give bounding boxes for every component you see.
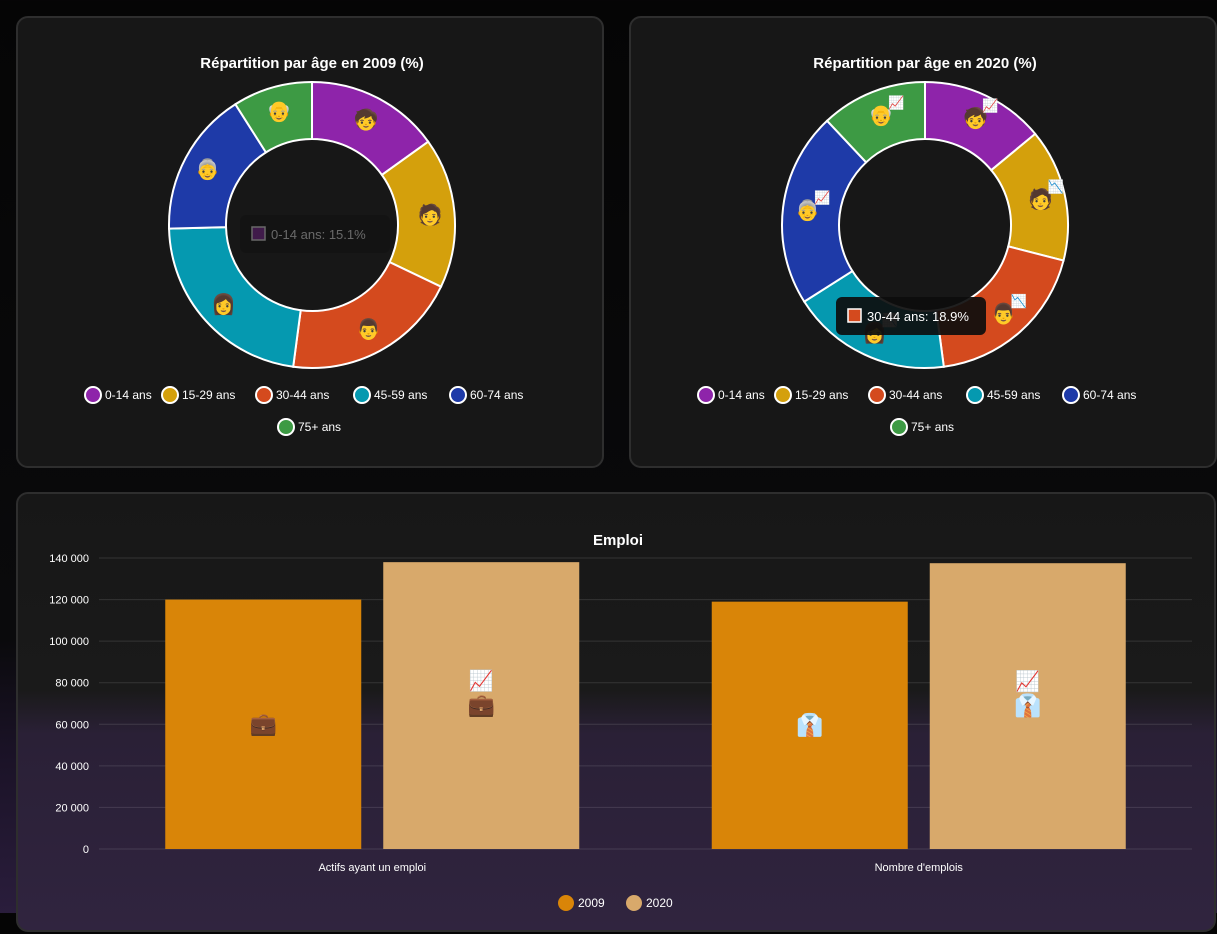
legend-item-15-29-ans[interactable]: 15-29 ans — [161, 386, 235, 404]
trend-icon: 📈 — [982, 98, 998, 114]
bar-nombre-d-emplois-2020[interactable] — [929, 563, 1126, 849]
slice-emoji-icon: 🧑 — [1028, 187, 1053, 211]
bar-emoji-icon: 💼 — [468, 694, 495, 719]
emploi-bar-chart: Emploi 0 20 000 40 000 60 000 80 000 100 000 1… — [49, 532, 1192, 911]
slice-45-59-ans[interactable] — [168, 226, 302, 368]
legend-label: 2009 — [578, 896, 605, 910]
slice-emoji-icon: 👴 — [266, 99, 291, 123]
y-tick-label: 0 — [83, 844, 89, 856]
legend-item-15-29-ans[interactable]: 15-29 ans — [774, 386, 848, 404]
tooltip-box — [836, 297, 986, 335]
slice-emoji-icon: 👨 — [991, 302, 1016, 326]
slice-emoji-icon: 👨 — [356, 317, 381, 341]
trend-icon: 📈 — [814, 190, 830, 206]
legend-swatch — [774, 386, 792, 404]
legend-swatch — [255, 386, 273, 404]
y-tick-label: 60 000 — [55, 719, 89, 731]
bar-actifs-ayant-un-emploi-2009[interactable] — [165, 599, 362, 849]
trend-icon: 📉 — [1048, 179, 1064, 195]
slice-emoji-icon: 👵 — [795, 198, 820, 222]
legend-item-2020[interactable]: 2020 — [626, 895, 673, 911]
legend-item-0-14-ans[interactable]: 0-14 ans — [84, 386, 152, 404]
emploi-title: Emploi — [593, 532, 643, 549]
legend-item-30-44-ans[interactable]: 30-44 ans — [255, 386, 329, 404]
y-tick-label: 100 000 — [49, 636, 89, 648]
tooltip-label: 0-14 ans: 15.1% — [271, 227, 366, 242]
bar-nombre-d-emplois-2009[interactable] — [711, 601, 908, 849]
y-tick-label: 120 000 — [49, 595, 89, 607]
legend-item-75-ans[interactable]: 75+ ans — [277, 418, 341, 436]
y-tick-label: 140 000 — [49, 553, 89, 565]
legend-label: 15-29 ans — [795, 388, 848, 402]
slice-75-ans[interactable] — [825, 80, 926, 164]
legend-label: 75+ ans — [298, 420, 341, 434]
age-2020-title: Répartition par âge en 2020 (%) — [813, 55, 1036, 72]
legend-item-60-74-ans[interactable]: 60-74 ans — [1062, 386, 1136, 404]
legend-label: 30-44 ans — [889, 388, 942, 402]
chart-tooltip: 0-14 ans: 15.1% — [240, 215, 390, 253]
legend-item-30-44-ans[interactable]: 30-44 ans — [868, 386, 942, 404]
legend-swatch — [697, 386, 715, 404]
legend-label: 75+ ans — [911, 420, 954, 434]
legend-swatch — [1062, 386, 1080, 404]
slice-emoji-icon: 🧑 — [418, 203, 443, 227]
y-tick-label: 20 000 — [55, 802, 89, 814]
age-2009-title: Répartition par âge en 2009 (%) — [200, 55, 423, 72]
legend-swatch — [558, 895, 574, 911]
bar-actifs-ayant-un-emploi-2020[interactable] — [383, 562, 580, 849]
slice-emoji-icon: 👴 — [869, 103, 894, 127]
legend-swatch — [449, 386, 467, 404]
bar-emoji-icon: 👔 — [796, 712, 823, 738]
age-2020-card: Répartition par âge en 2020 (%) 🧒📈🧑📉👨📉👩📉… — [629, 16, 1217, 468]
legend-item-75-ans[interactable]: 75+ ans — [890, 418, 954, 436]
chart-tooltip: 30-44 ans: 18.9% — [836, 297, 986, 335]
bar-emoji-icon: 👔 — [1014, 693, 1041, 719]
legend-swatch — [966, 386, 984, 404]
trend-up-icon: 📈 — [469, 669, 494, 693]
tooltip-swatch — [847, 308, 862, 323]
x-category-label: Actifs ayant un emploi — [318, 862, 426, 874]
legend-label: 60-74 ans — [1083, 388, 1136, 402]
slice-emoji-icon: 🧒 — [963, 106, 988, 130]
age-2020-doughnut-chart: Répartition par âge en 2020 (%) 🧒📈🧑📉👨📉👩📉… — [697, 55, 1136, 436]
x-category-label: Nombre d'emplois — [875, 862, 964, 874]
slice-emoji-icon: 🧒 — [354, 108, 379, 132]
legend-label: 45-59 ans — [987, 388, 1040, 402]
y-tick-label: 80 000 — [55, 678, 89, 690]
legend-item-45-59-ans[interactable]: 45-59 ans — [966, 386, 1040, 404]
slice-30-44-ans[interactable] — [292, 260, 443, 369]
legend-item-60-74-ans[interactable]: 60-74 ans — [449, 386, 523, 404]
legend-label: 15-29 ans — [182, 388, 235, 402]
tooltip-label: 30-44 ans: 18.9% — [867, 309, 969, 324]
legend-swatch — [277, 418, 295, 436]
tooltip-swatch — [251, 226, 266, 241]
trend-up-icon: 📈 — [1015, 669, 1040, 693]
y-tick-label: 40 000 — [55, 761, 89, 773]
age-2009-doughnut-chart: Répartition par âge en 2009 (%) 🧒 🧑 👨 👩 👵 👴 0… — [84, 55, 523, 436]
legend-item-2009[interactable]: 2009 — [558, 895, 605, 911]
slice-emoji-icon: 👩 — [211, 292, 236, 316]
legend-swatch — [890, 418, 908, 436]
legend-swatch — [161, 386, 179, 404]
legend-swatch — [353, 386, 371, 404]
legend-label: 45-59 ans — [374, 388, 427, 402]
legend-swatch — [626, 895, 642, 911]
legend-label: 60-74 ans — [470, 388, 523, 402]
emploi-card: Emploi 0 20 000 40 000 60 000 80 000 100 000 1… — [16, 492, 1216, 932]
slice-75-ans[interactable] — [233, 80, 313, 154]
legend-swatch — [868, 386, 886, 404]
legend-item-45-59-ans[interactable]: 45-59 ans — [353, 386, 427, 404]
trend-icon: 📉 — [1011, 294, 1027, 310]
legend-label: 30-44 ans — [276, 388, 329, 402]
slice-emoji-icon: 👵 — [195, 157, 220, 181]
trend-icon: 📈 — [888, 95, 904, 111]
legend-label: 2020 — [646, 896, 673, 910]
age-2009-card: Répartition par âge en 2009 (%) 🧒 🧑 👨 👩 👵 👴 0… — [16, 16, 604, 468]
bar-emoji-icon: 💼 — [250, 712, 277, 737]
tooltip-box — [240, 215, 390, 253]
legend-item-0-14-ans[interactable]: 0-14 ans — [697, 386, 765, 404]
legend-swatch — [84, 386, 102, 404]
legend-label: 0-14 ans — [105, 388, 152, 402]
legend-label: 0-14 ans — [718, 388, 765, 402]
